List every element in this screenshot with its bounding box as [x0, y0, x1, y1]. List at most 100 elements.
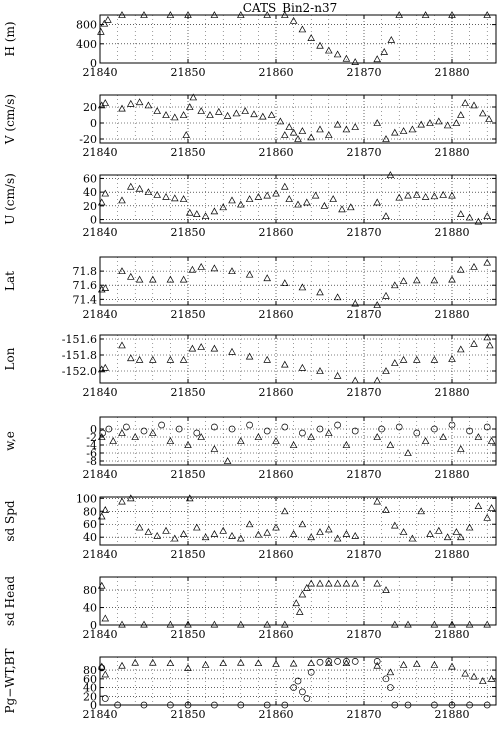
data-point: [439, 190, 447, 198]
data-point: [303, 198, 311, 206]
data-point: [382, 291, 390, 299]
data-point: [474, 433, 483, 440]
data-point: [285, 123, 293, 130]
data-point: [426, 530, 434, 537]
data-point: [237, 437, 245, 444]
data-point: [413, 660, 421, 667]
data-point: [201, 660, 210, 668]
y-tick-label: -151.6: [62, 333, 97, 346]
data-point: [391, 620, 399, 628]
data-point: [140, 427, 148, 435]
plot-frame: [99, 576, 497, 626]
data-point: [333, 579, 342, 587]
data-point: [465, 213, 474, 221]
data-point: [245, 195, 254, 202]
data-point: [206, 111, 214, 118]
data-point: [254, 530, 263, 538]
data-point: [118, 620, 126, 628]
x-tick-label: 21870: [347, 66, 382, 79]
data-point: [179, 355, 188, 363]
panel-2: -20 0 20 21840 21850 21860 21870 21880 V (cm/s): [3, 93, 497, 159]
data-point: [373, 55, 381, 63]
data-point: [259, 112, 267, 120]
y-tick-label: 40: [83, 531, 97, 544]
data-point: [311, 191, 320, 199]
data-point: [118, 341, 126, 349]
data-point: [289, 441, 298, 448]
data-point: [166, 659, 175, 667]
data-point: [316, 658, 324, 666]
x-tick-label: 21880: [435, 308, 470, 321]
data-point: [395, 423, 403, 431]
data-point: [263, 701, 271, 709]
data-point: [101, 695, 109, 702]
x-tick-label: 21880: [435, 468, 470, 481]
data-point: [430, 355, 439, 363]
data-point: [166, 355, 175, 363]
data-point: [281, 131, 289, 138]
data-point: [417, 120, 425, 128]
data-point: [430, 620, 439, 628]
y-axis-label: w,e: [3, 431, 17, 451]
data-point: [486, 341, 494, 349]
data-point: [391, 281, 399, 289]
data-point: [316, 367, 324, 374]
data-point: [430, 192, 439, 200]
data-point: [210, 620, 219, 628]
data-point: [448, 191, 456, 199]
data-point: [272, 437, 280, 444]
data-point: [307, 659, 315, 667]
data-point: [263, 355, 271, 363]
data-point: [316, 528, 324, 535]
data-point: [237, 534, 245, 542]
data-point: [325, 46, 333, 54]
data-point: [197, 262, 205, 270]
y-axis-label: Lon: [3, 347, 17, 370]
y-tick-label: 60: [83, 172, 97, 185]
data-point: [131, 433, 139, 440]
data-point: [295, 607, 304, 615]
data-point: [298, 283, 307, 291]
data-point: [185, 208, 194, 216]
data-point: [487, 674, 496, 682]
data-point: [373, 433, 381, 440]
data-point: [342, 579, 351, 587]
x-tick-label: 21850: [171, 66, 206, 79]
x-tick-label: 21860: [259, 146, 294, 159]
x-tick-label: 21880: [435, 708, 470, 721]
data-point: [289, 530, 298, 537]
data-point: [210, 11, 219, 18]
data-point: [292, 599, 301, 607]
data-point: [307, 133, 315, 141]
data-point: [457, 265, 465, 273]
data-point: [188, 344, 197, 352]
y-axis-label: U (cm/s): [3, 173, 17, 225]
data-point: [184, 663, 192, 671]
data-point: [448, 662, 456, 670]
data-point: [144, 188, 153, 196]
data-point: [254, 659, 263, 667]
data-point: [386, 668, 395, 676]
x-tick-label: 21870: [347, 146, 382, 159]
data-point: [272, 523, 280, 531]
y-tick-label: 0: [90, 57, 97, 70]
data-point: [281, 620, 289, 628]
data-point: [435, 526, 443, 534]
data-point: [149, 429, 157, 436]
data-point: [179, 111, 188, 118]
data-point: [210, 344, 219, 352]
data-point: [127, 494, 135, 502]
data-point: [303, 695, 311, 702]
data-point: [237, 701, 245, 709]
data-point: [197, 107, 205, 114]
data-point: [184, 620, 192, 628]
y-axis-label: V (cm/s): [3, 94, 17, 145]
data-point: [272, 660, 280, 667]
data-point: [210, 264, 219, 272]
data-point: [457, 445, 465, 452]
data-point: [105, 425, 113, 433]
data-point: [457, 111, 465, 118]
data-point: [483, 333, 491, 341]
data-point: [448, 355, 456, 362]
data-point: [485, 115, 493, 122]
